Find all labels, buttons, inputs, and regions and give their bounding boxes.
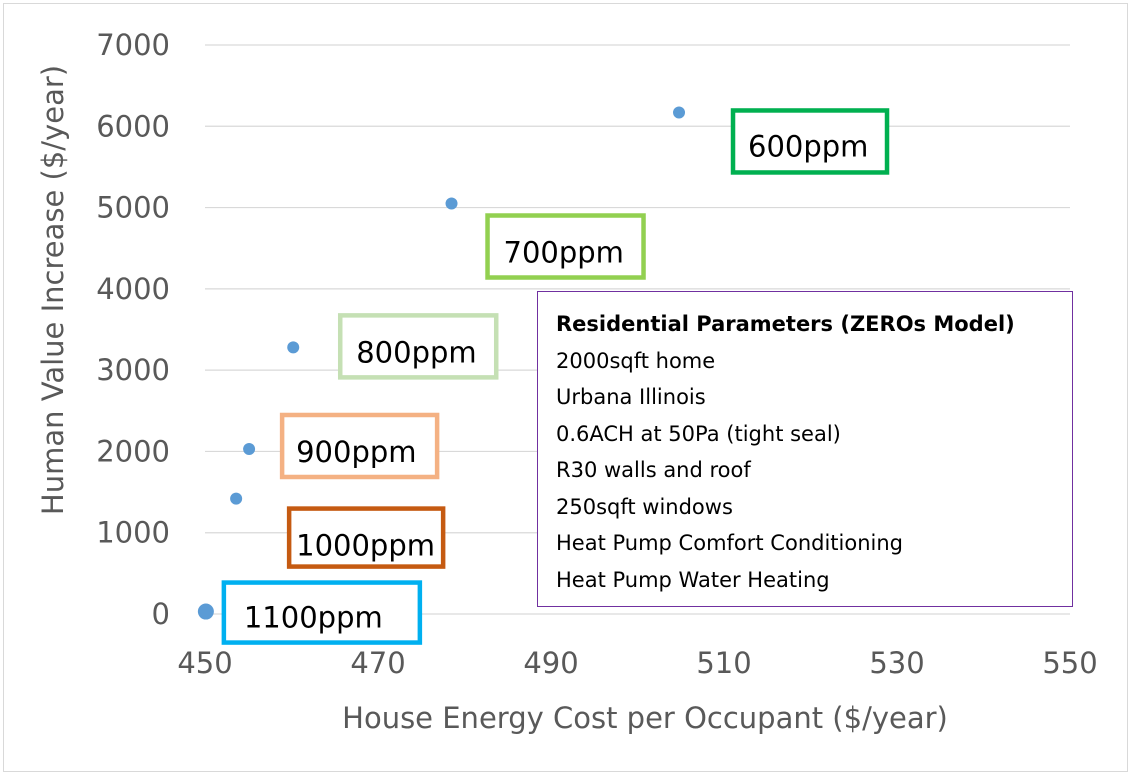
parameter-line: 250sqft windows xyxy=(556,494,733,519)
y-tick-label: 4000 xyxy=(96,272,170,306)
ppm-label: 1100ppm xyxy=(244,601,383,635)
parameter-line: Heat Pump Water Heating xyxy=(556,567,830,592)
data-point xyxy=(230,492,243,505)
x-tick-label: 490 xyxy=(523,646,578,680)
data-point xyxy=(287,341,300,354)
y-tick-label: 6000 xyxy=(96,109,170,143)
ppm-label-box xyxy=(485,213,646,280)
ppm-label-box xyxy=(337,313,499,380)
ppm-label: 800ppm xyxy=(356,335,476,369)
ppm-label: 600ppm xyxy=(748,129,868,163)
y-tick-label: 7000 xyxy=(96,28,170,62)
parameter-line: Heat Pump Comfort Conditioning xyxy=(556,531,903,555)
parameter-line: 2000sqft home xyxy=(556,348,716,373)
ppm-label-box xyxy=(221,580,423,645)
y-tick-label: 3000 xyxy=(96,353,170,387)
parameter-line: R30 walls and roof xyxy=(556,458,751,482)
ppm-label-box xyxy=(730,108,890,175)
y-tick-label: 2000 xyxy=(96,434,170,468)
ppm-label: 700ppm xyxy=(504,236,624,270)
chart-frame xyxy=(3,3,1128,772)
y-tick-label: 1000 xyxy=(96,516,170,550)
ppm-label-box xyxy=(286,506,446,569)
y-tick-label: 0 xyxy=(152,597,170,631)
data-points xyxy=(197,106,686,620)
parameter-line: Urbana Illinois xyxy=(556,385,706,409)
ppm-label: 900ppm xyxy=(296,435,416,469)
residential-parameters-box: Residential Parameters (ZEROs Model) 200… xyxy=(537,291,1073,607)
x-tick-label: 470 xyxy=(350,646,405,680)
data-point xyxy=(197,603,214,620)
y-tick-labels: 0 1000 2000 3000 4000 5000 6000 7000 xyxy=(96,28,170,631)
ppm-label-box xyxy=(279,412,440,480)
ppm-label-boxes: 1100ppm 1000ppm 900ppm 800ppm 700ppm 600ppm xyxy=(221,108,890,645)
data-point xyxy=(243,442,256,455)
x-tick-label: 550 xyxy=(1042,646,1097,680)
data-point xyxy=(445,197,458,210)
parameter-line: 0.6ACH at 50Pa (tight seal) xyxy=(556,421,841,446)
x-tick-label: 450 xyxy=(177,646,232,680)
parameters-heading: Residential Parameters (ZEROs Model) xyxy=(556,312,1015,336)
ppm-label: 1000ppm xyxy=(296,529,435,563)
x-axis-title: House Energy Cost per Occupant ($/year) xyxy=(342,701,948,735)
y-tick-label: 5000 xyxy=(96,191,170,225)
data-point xyxy=(673,106,686,119)
x-tick-label: 510 xyxy=(696,646,751,680)
x-tick-label: 530 xyxy=(869,646,924,680)
y-axis-title: Human Value Increase ($/year) xyxy=(36,65,70,515)
x-tick-labels: 450 470 490 510 530 550 xyxy=(177,646,1097,680)
